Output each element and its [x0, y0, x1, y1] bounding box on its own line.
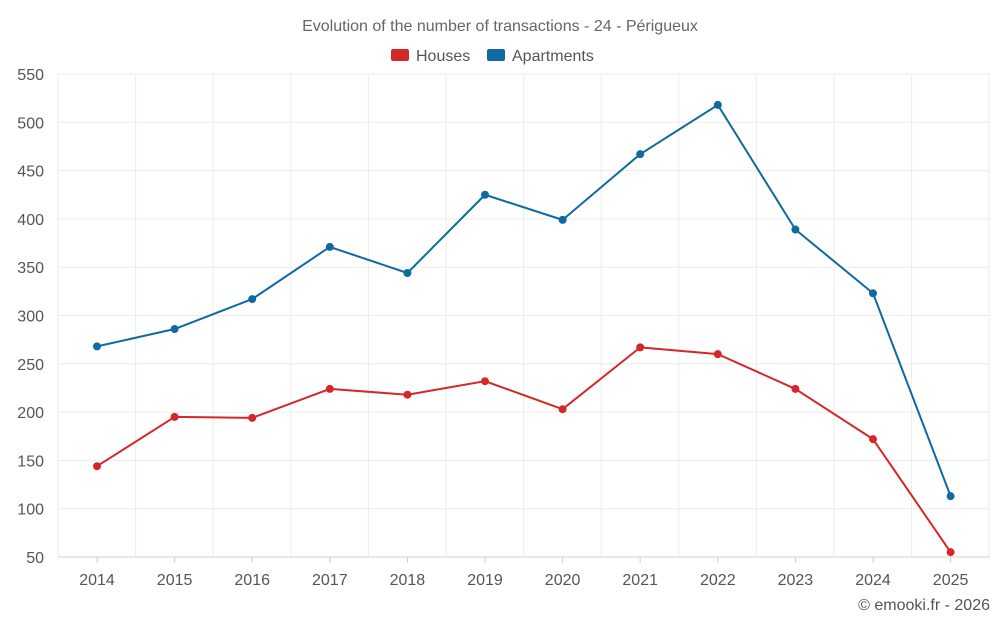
data-point-houses[interactable] — [325, 384, 334, 393]
data-point-apartments[interactable] — [946, 492, 955, 501]
x-tick-label: 2022 — [700, 572, 736, 589]
x-axis-ticks: 2014 2015 2016 2017 2018 2019 2020 2021 2022 2023… — [79, 557, 968, 589]
y-tick-label: 400 — [17, 212, 44, 229]
data-point-houses[interactable] — [869, 435, 877, 444]
x-tick-label: 2021 — [622, 572, 658, 589]
x-tick-label: 2024 — [855, 572, 891, 589]
data-point-houses[interactable] — [636, 343, 645, 352]
series-apartments — [93, 100, 955, 501]
data-point-apartments[interactable] — [93, 342, 101, 351]
data-point-apartments[interactable] — [481, 190, 489, 199]
data-point-apartments[interactable] — [248, 295, 257, 304]
data-point-houses[interactable] — [248, 413, 257, 422]
data-point-houses[interactable] — [403, 390, 412, 399]
y-axis-ticks: 50 100 150 200 250 300 350 400 450 500 550 — [17, 67, 44, 567]
legend-label-houses: Houses — [416, 48, 470, 65]
data-point-houses[interactable] — [713, 350, 722, 359]
data-point-houses[interactable] — [791, 384, 800, 393]
series-houses — [93, 343, 955, 557]
x-tick-label: 2014 — [79, 572, 115, 589]
data-point-houses[interactable] — [558, 405, 567, 414]
y-tick-label: 150 — [17, 453, 44, 470]
legend-label-apartments: Apartments — [512, 48, 594, 65]
gridlines — [57, 73, 990, 558]
y-tick-label: 250 — [17, 357, 44, 374]
data-point-apartments[interactable] — [170, 325, 179, 334]
y-tick-label: 450 — [17, 164, 44, 181]
data-point-apartments[interactable] — [869, 289, 877, 298]
y-tick-label: 500 — [17, 115, 44, 132]
x-tick-label: 2016 — [234, 572, 270, 589]
legend-item-apartments[interactable]: Apartments — [487, 48, 594, 65]
data-point-apartments[interactable] — [713, 100, 722, 109]
y-tick-label: 50 — [26, 550, 44, 567]
y-tick-label: 100 — [17, 502, 44, 519]
data-point-apartments[interactable] — [403, 268, 412, 277]
chart-title: Evolution of the number of transactions … — [302, 18, 698, 35]
x-tick-label: 2015 — [157, 572, 193, 589]
x-tick-label: 2017 — [312, 572, 348, 589]
series-line-apartments — [96, 103, 952, 497]
credit-text: © emooki.fr - 2026 — [858, 597, 990, 614]
legend-swatch-apartments — [487, 49, 505, 61]
data-point-apartments[interactable] — [791, 225, 800, 234]
y-tick-label: 200 — [17, 405, 44, 422]
data-point-apartments[interactable] — [325, 242, 334, 251]
series-line-houses — [96, 346, 952, 553]
x-tick-label: 2023 — [778, 572, 814, 589]
x-tick-label: 2020 — [545, 572, 581, 589]
legend-item-houses[interactable]: Houses — [391, 48, 470, 65]
x-tick-label: 2025 — [933, 572, 969, 589]
series-layer — [93, 100, 955, 557]
data-point-apartments[interactable] — [558, 215, 567, 224]
x-tick-label: 2019 — [467, 572, 503, 589]
data-point-apartments[interactable] — [636, 150, 645, 159]
legend-swatch-houses — [391, 49, 409, 61]
y-tick-label: 300 — [17, 309, 44, 326]
data-point-houses[interactable] — [481, 377, 489, 386]
data-point-houses[interactable] — [170, 412, 179, 421]
y-tick-label: 350 — [17, 260, 44, 277]
data-point-houses[interactable] — [93, 462, 101, 471]
legend: Houses Apartments — [391, 48, 594, 65]
y-tick-label: 550 — [17, 67, 44, 84]
data-point-houses[interactable] — [946, 548, 955, 557]
x-tick-label: 2018 — [390, 572, 426, 589]
